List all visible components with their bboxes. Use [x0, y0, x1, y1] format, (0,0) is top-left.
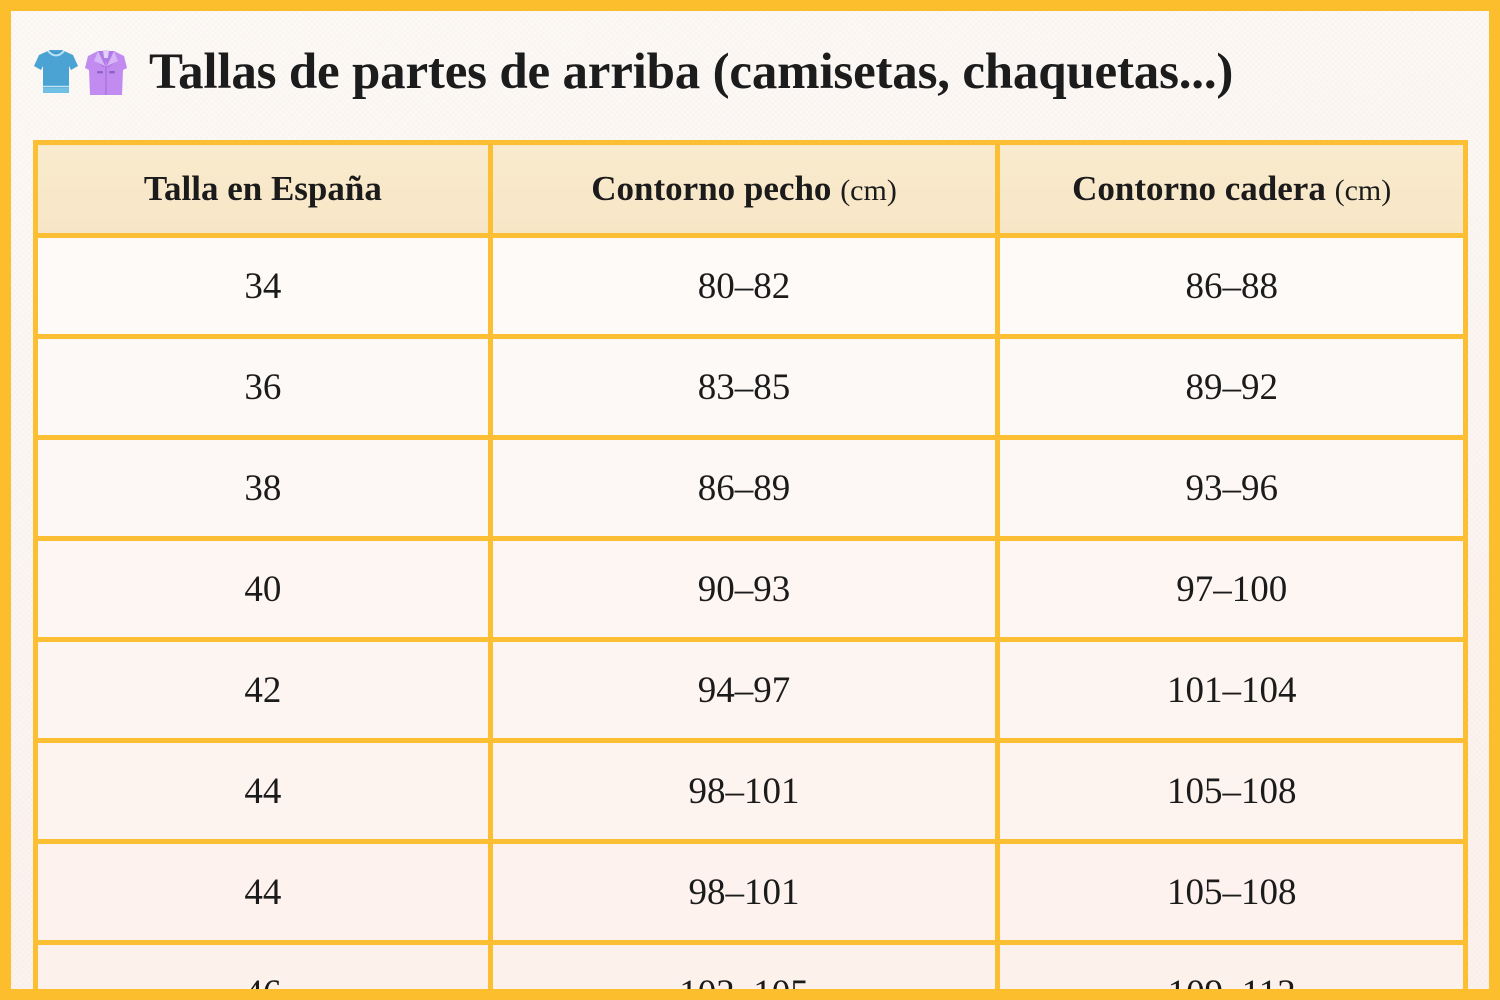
- coat-icon: [83, 46, 129, 98]
- table-header-row: Talla en España Contorno pecho (cm) Cont…: [33, 140, 1468, 238]
- size-table: Talla en España Contorno pecho (cm) Cont…: [33, 140, 1468, 989]
- cell-pecho: 86–89: [487, 435, 1001, 541]
- table-row: 46 102–105 109–112: [33, 940, 1468, 989]
- table-row: 36 83–85 89–92: [33, 334, 1468, 440]
- cell-pecho: 98–101: [487, 839, 1001, 945]
- column-header-pecho: Contorno pecho (cm): [487, 140, 1001, 238]
- cell-talla: 42: [33, 637, 493, 743]
- column-header-cadera-label: Contorno cadera: [1072, 169, 1326, 208]
- column-header-talla: Talla en España: [33, 140, 493, 238]
- size-table-container: Talla en España Contorno pecho (cm) Cont…: [33, 140, 1468, 989]
- table-row: 44 98–101 105–108: [33, 839, 1468, 945]
- cell-pecho: 80–82: [487, 233, 1001, 339]
- cell-pecho: 83–85: [487, 334, 1001, 440]
- cell-cadera: 86–88: [995, 233, 1468, 339]
- cell-cadera: 105–108: [995, 738, 1468, 844]
- cell-talla: 46: [33, 940, 493, 989]
- cell-talla: 44: [33, 738, 493, 844]
- cell-pecho: 102–105: [487, 940, 1001, 989]
- cell-cadera: 93–96: [995, 435, 1468, 541]
- cell-cadera: 97–100: [995, 536, 1468, 642]
- column-header-cadera: Contorno cadera (cm): [995, 140, 1468, 238]
- content-canvas: Tallas de partes de arriba (camisetas, c…: [11, 11, 1489, 989]
- cell-cadera: 101–104: [995, 637, 1468, 743]
- column-header-pecho-label: Contorno pecho: [591, 169, 832, 208]
- cell-talla: 38: [33, 435, 493, 541]
- cell-talla: 44: [33, 839, 493, 945]
- table-head: Talla en España Contorno pecho (cm) Cont…: [33, 140, 1468, 238]
- column-header-pecho-unit: (cm): [840, 174, 897, 207]
- column-header-cadera-unit: (cm): [1334, 174, 1392, 207]
- cell-cadera: 105–108: [995, 839, 1468, 945]
- cell-talla: 40: [33, 536, 493, 642]
- cell-cadera: 109–112: [995, 940, 1468, 989]
- table-row: 42 94–97 101–104: [33, 637, 1468, 743]
- cell-talla: 34: [33, 233, 493, 339]
- table-row: 44 98–101 105–108: [33, 738, 1468, 844]
- cell-pecho: 90–93: [487, 536, 1001, 642]
- cell-pecho: 98–101: [487, 738, 1001, 844]
- column-header-talla-label: Talla en España: [143, 169, 382, 208]
- t-shirt-icon: [33, 46, 79, 98]
- table-row: 40 90–93 97–100: [33, 536, 1468, 642]
- cell-cadera: 89–92: [995, 334, 1468, 440]
- cell-talla: 36: [33, 334, 493, 440]
- cell-pecho: 94–97: [487, 637, 1001, 743]
- table-body: 34 80–82 86–88 36 83–85 89–92 38 86–89 9…: [33, 233, 1468, 989]
- table-row: 38 86–89 93–96: [33, 435, 1468, 541]
- page-title: Tallas de partes de arriba (camisetas, c…: [33, 27, 1469, 117]
- table-row: 34 80–82 86–88: [33, 233, 1468, 339]
- title-text: Tallas de partes de arriba (camisetas, c…: [149, 44, 1234, 100]
